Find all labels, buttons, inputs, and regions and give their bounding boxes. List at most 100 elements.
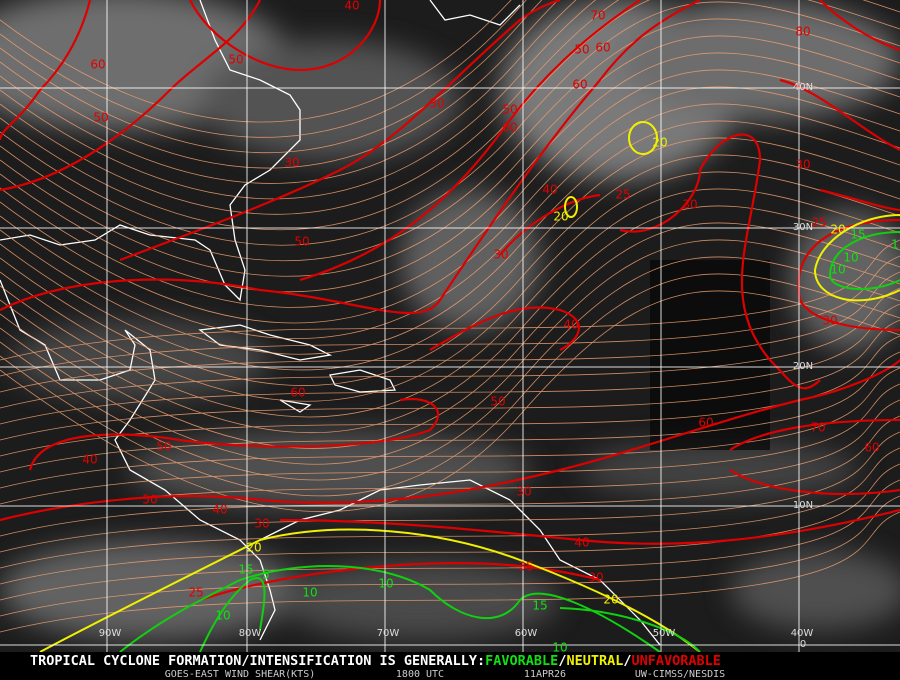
streamline xyxy=(0,1,900,246)
streamline xyxy=(0,239,900,361)
red-contour-label: 30 xyxy=(795,158,810,172)
streamline xyxy=(0,103,900,339)
red-contour-label: 50 xyxy=(228,53,243,67)
lat-label: 40N xyxy=(793,82,813,93)
green-contour-label: 10 xyxy=(843,251,858,265)
red-contour-label: 25 xyxy=(188,586,203,600)
streamline xyxy=(0,120,900,355)
streamline xyxy=(0,0,900,215)
red-contour-label: 35 xyxy=(518,560,533,574)
red-contour-label: 25 xyxy=(811,216,826,230)
footer-info: GOES-EAST WIND SHEAR(KTS) 1800 UTC 11APR… xyxy=(165,669,725,680)
streamline xyxy=(0,154,900,386)
red-contour-label: 40 xyxy=(574,536,589,550)
lon-label: 90W xyxy=(99,628,122,639)
lon-label: 60W xyxy=(515,628,538,639)
red-contour-label: 25 xyxy=(615,188,630,202)
lon-label: 70W xyxy=(377,628,400,639)
streamline xyxy=(0,431,900,553)
red-contour-label: 60 xyxy=(290,386,305,400)
lon-label: 80W xyxy=(239,628,262,639)
footer-line: TROPICAL CYCLONE FORMATION/INTENSIFICATI… xyxy=(30,653,721,669)
streamline xyxy=(0,415,900,537)
red-contour-label: 60 xyxy=(595,41,610,55)
red-contour-label: 50 xyxy=(156,440,171,454)
red-contour-label: 50 xyxy=(93,111,108,125)
yellow-contour-label: 20 xyxy=(830,223,845,237)
red-contour-label: 60 xyxy=(698,416,713,430)
green-contour-label: 10 xyxy=(215,609,230,623)
streamline xyxy=(0,52,900,293)
red-contour-label: 60 xyxy=(572,78,587,92)
red-contour-label: 30 xyxy=(588,571,603,585)
lat-label: 20N xyxy=(793,361,813,372)
streamline xyxy=(0,0,559,169)
red-contour-label: 30 xyxy=(284,156,299,170)
unfavorable: UNFAVORABLE xyxy=(632,653,721,669)
streamline xyxy=(0,137,900,371)
red-contour-label: 30 xyxy=(822,314,837,328)
separator: / xyxy=(558,653,566,669)
red-contour-label: 60 xyxy=(502,121,517,135)
streamline xyxy=(0,399,900,521)
yellow-contour-label: 20 xyxy=(553,210,568,224)
streamlines xyxy=(0,0,900,633)
red-contour-label: 60 xyxy=(90,58,105,72)
lat-label: 0 xyxy=(800,639,806,650)
streamline xyxy=(0,290,900,513)
green-contour-label: 5 xyxy=(262,568,270,582)
red-contour-label: 40 xyxy=(344,0,359,13)
neutral: NEUTRAL xyxy=(566,653,623,669)
red-contour-label: 80 xyxy=(795,25,810,39)
lon-label: 50W xyxy=(653,628,676,639)
streamline xyxy=(0,0,512,123)
favorable: FAVORABLE xyxy=(485,653,558,669)
red-contour-label: 50 xyxy=(142,493,157,507)
green-contour-label: 10 xyxy=(302,586,317,600)
red-contour-label: 70 xyxy=(590,9,605,23)
green-contour-label: 10 xyxy=(552,641,567,655)
streamline xyxy=(0,222,900,449)
red-contour-label: 50 xyxy=(502,103,517,117)
streamline xyxy=(0,86,900,324)
red-contours xyxy=(0,0,900,602)
red-contour-label: 40 xyxy=(563,318,578,332)
streamline xyxy=(0,69,900,308)
streamline xyxy=(0,205,900,433)
lat-label: 10N xyxy=(793,500,813,511)
time: 1800 UTC xyxy=(396,669,444,680)
red-contour-label: 70 xyxy=(810,421,825,435)
streamline xyxy=(0,0,543,154)
red-contour-label: 50 xyxy=(490,395,505,409)
headline: TROPICAL CYCLONE FORMATION/INTENSIFICATI… xyxy=(30,653,485,669)
lat-label: 30N xyxy=(793,222,813,233)
streamline xyxy=(0,319,900,441)
yellow-contours xyxy=(39,121,900,653)
graticule: 90W 80W 70W 60W 50W 40W 40N 30N 20N 10N 0 xyxy=(0,0,900,652)
streamline xyxy=(0,256,900,481)
streamline xyxy=(0,303,900,425)
green-contour-label: 15 xyxy=(532,599,547,613)
streamline xyxy=(0,0,597,200)
red-contour-label: 30 xyxy=(429,97,444,111)
red-contour-label: 30 xyxy=(516,485,531,499)
red-contour-label: 50 xyxy=(574,43,589,57)
green-contour-label: 1 xyxy=(891,238,899,252)
yellow-contour-label: 20 xyxy=(246,541,261,555)
green-contour-label: 10 xyxy=(830,263,845,277)
streamline xyxy=(0,273,900,497)
separator: / xyxy=(623,653,631,669)
source: UW-CIMSS/NESDIS xyxy=(635,669,725,680)
streamline xyxy=(0,351,900,473)
lon-label: 40W xyxy=(791,628,814,639)
red-contour-label: 40 xyxy=(542,183,557,197)
streamline xyxy=(0,287,900,409)
streamline xyxy=(0,447,900,569)
streamline xyxy=(0,479,900,601)
red-contour-label: 30 xyxy=(493,248,508,262)
red-contour-label: 30 xyxy=(682,198,697,212)
streamline xyxy=(0,255,900,377)
